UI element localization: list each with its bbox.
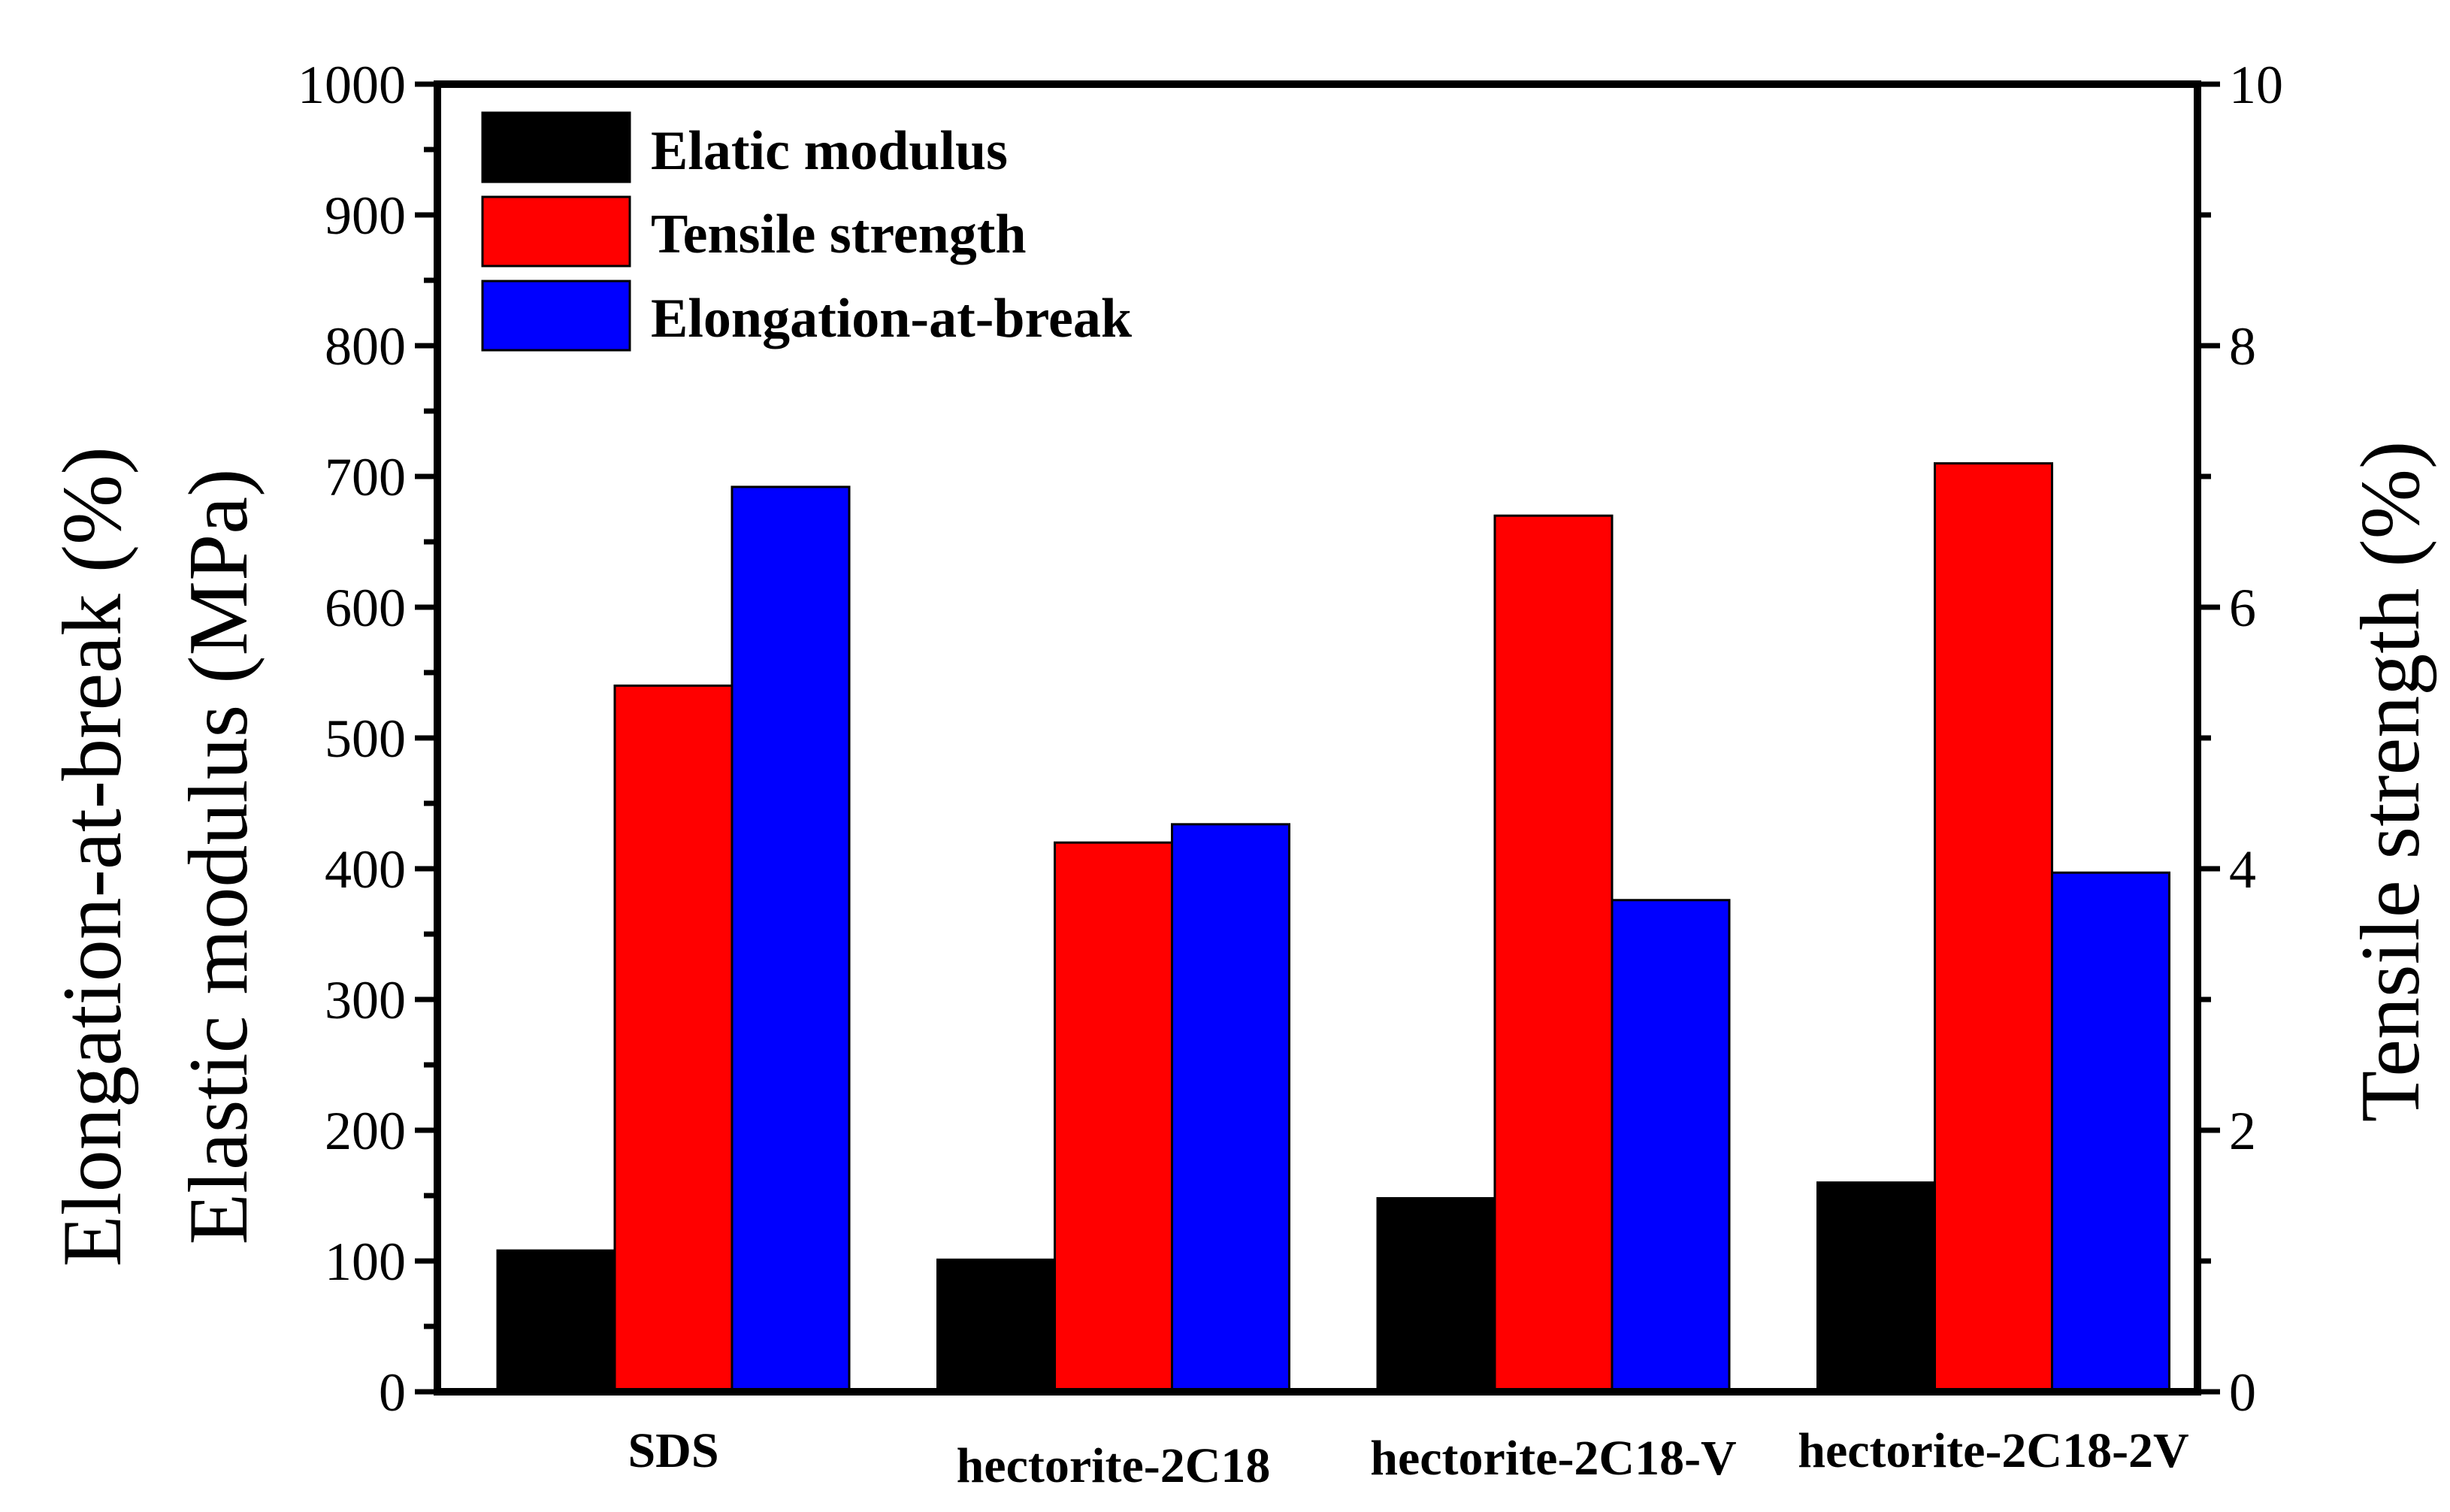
left-axis-title-inner: Elastic modulus (MPa) [172,469,265,1245]
category-label: hectorite-2C18-V [1370,1431,1736,1486]
left-tick-label: 300 [325,970,406,1030]
left-tick-label: 800 [325,316,406,376]
left-tick-label: 400 [325,839,406,900]
legend-label-elongation-at-break: Elongation-at-break [651,288,1133,349]
right-tick-label: 10 [2229,55,2283,115]
right-tick-label: 2 [2229,1101,2256,1161]
bar-elatic-modulus-hectorite-2c18-2v [1816,1181,1936,1393]
right-axis: 0 2 4 6 8 10 [2197,55,2283,1423]
left-tick-label: 500 [325,709,406,769]
bar-elongation-at-break-hectorite-2c18-v [1611,899,1731,1393]
bar-elatic-modulus-sds [496,1249,616,1393]
legend-swatch-elongation-at-break [481,280,631,352]
legend-label-tensile-strength: Tensile strength [651,204,1027,265]
bar-tensile-strength-hectorite-2c18 [1054,841,1173,1393]
right-axis-title: Tensile strength (%) [2344,441,2437,1123]
left-tick-label: 0 [379,1362,406,1423]
legend-swatch-elastic-modulus [481,111,631,183]
left-tick-label: 200 [325,1101,406,1161]
left-tick-label: 1000 [298,55,406,115]
chart-marks [496,462,2170,1393]
bar-elongation-at-break-hectorite-2c18 [1171,823,1290,1393]
left-tick-label: 900 [325,186,406,246]
left-tick-label: 600 [325,578,406,638]
right-tick-label: 8 [2229,316,2256,376]
legend-label-elastic-modulus: Elatic modulus [651,120,1008,182]
legend-swatch-tensile-strength [481,195,631,268]
category-label: hectorite-2C18 [957,1438,1271,1493]
left-axis-title-outer: Elongation-at-break (%) [46,446,139,1267]
right-tick-label: 6 [2229,578,2256,638]
category-label: SDS [628,1423,718,1478]
bar-tensile-strength-hectorite-2c18-2v [1934,462,2053,1393]
left-tick-label: 700 [325,447,406,507]
bar-elatic-modulus-hectorite-2c18-v [1376,1196,1496,1393]
bar-elatic-modulus-hectorite-2c18 [936,1258,1056,1393]
bar-elongation-at-break-sds [730,485,851,1393]
x-axis-category-labels: SDS hectorite-2C18 hectorite-2C18-V hectori… [628,1423,2188,1493]
bar-tensile-strength-hectorite-2c18-v [1493,514,1614,1393]
right-tick-label: 4 [2229,839,2256,900]
bar-elongation-at-break-hectorite-2c18-2v [2051,871,2170,1393]
left-axis: 0 100 200 300 400 500 600 700 800 900 1000 [298,55,437,1423]
category-label: hectorite-2C18-2V [1798,1423,2188,1478]
left-tick-label: 100 [325,1232,406,1292]
right-tick-label: 0 [2229,1362,2256,1423]
bar-tensile-strength-sds [613,684,733,1393]
legend: Elatic modulus Tensile strength Elongati… [481,111,1133,352]
